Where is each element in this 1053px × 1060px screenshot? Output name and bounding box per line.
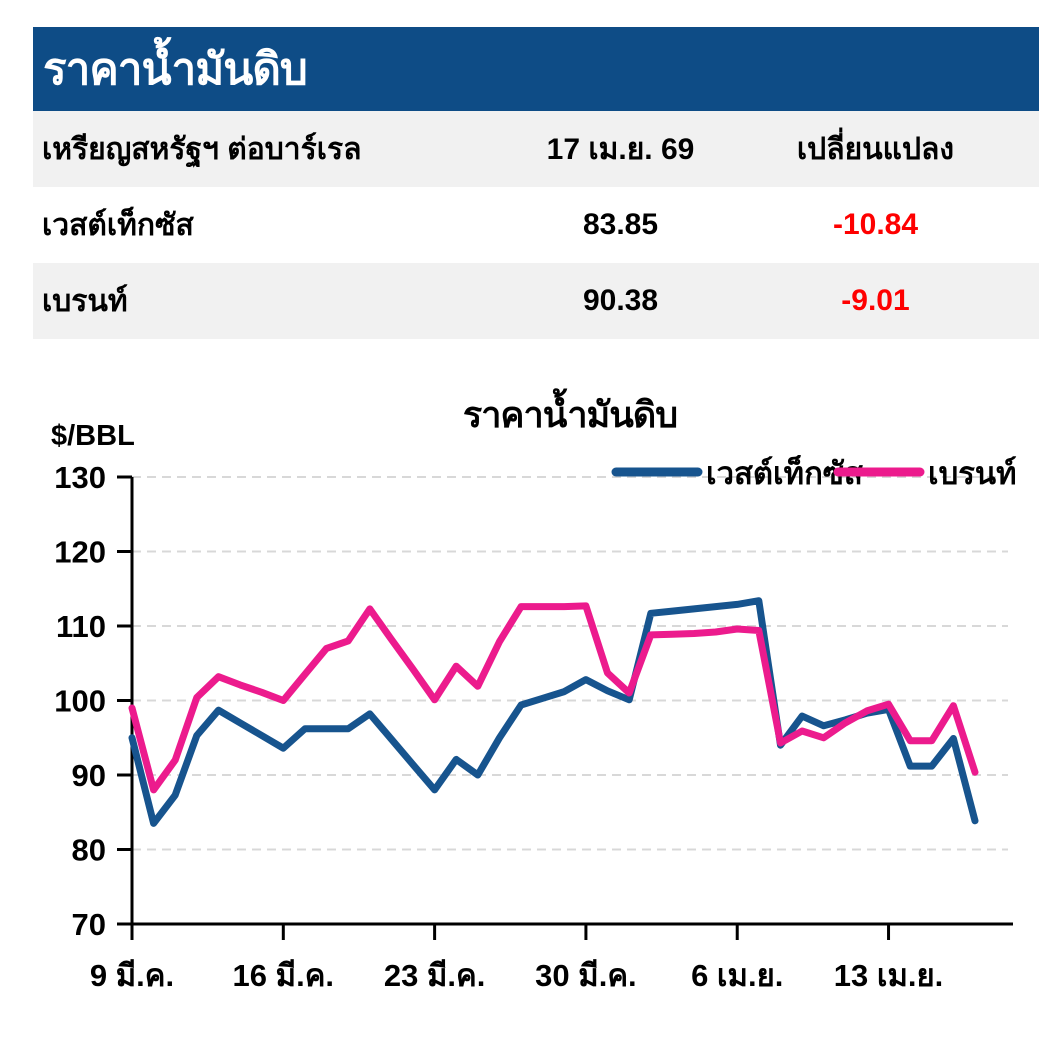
- series-line-west-texas: [128, 597, 979, 827]
- line-chart-canvas: 70 80 90 100 110 120 130 9 มี.ค. 16 มี.ค. 23 มี.ค…: [54, 454, 1017, 993]
- column-header-unit: เหรียญสหรัฐฯ ต่อบาร์เรล: [42, 132, 362, 166]
- change-value: -10.84: [832, 208, 919, 241]
- x-tick-label: 6 เม.ย.: [691, 958, 783, 993]
- change-value: -9.01: [841, 284, 910, 317]
- table-header-row: เหรียญสหรัฐฯ ต่อบาร์เรล 17 เม.ย. 69 เปลี…: [33, 111, 1039, 187]
- y-tick-label: 70: [72, 907, 106, 942]
- y-axis-unit-label: $/BBL: [51, 420, 135, 452]
- price-value: 90.38: [582, 284, 659, 317]
- price-value: 83.85: [582, 208, 659, 241]
- x-tick-label: 9 มี.ค.: [90, 958, 174, 993]
- y-tick-label: 100: [54, 684, 106, 719]
- y-tick-label: 80: [72, 833, 106, 868]
- legend-label: เบรนท์: [928, 456, 1017, 491]
- series-line-brent: [128, 602, 979, 794]
- x-tick-label: 30 มี.ค.: [535, 958, 637, 993]
- y-tick-label: 120: [54, 535, 106, 570]
- row-label: เวสต์เท็กซัส: [42, 208, 194, 242]
- column-header-change: เปลี่ยนแปลง: [796, 132, 955, 166]
- table-row-brent: เบรนท์ 90.38 -9.01: [33, 263, 1039, 339]
- column-header-date: 17 เม.ย. 69: [546, 132, 695, 166]
- y-tick-label: 110: [56, 609, 106, 644]
- x-tick-label: 13 เม.ย.: [834, 958, 944, 993]
- x-tick-label: 16 มี.ค.: [233, 958, 335, 993]
- table-row-west-texas: เวสต์เท็กซัส 83.85 -10.84: [33, 187, 1039, 263]
- chart-title: ราคาน้ำมันดิบ: [462, 394, 678, 435]
- panel-title: ราคาน้ำมันดิบ: [43, 45, 308, 94]
- row-label: เบรนท์: [42, 284, 128, 318]
- y-tick-label: 90: [72, 758, 106, 793]
- panel-header: ราคาน้ำมันดิบ: [33, 27, 1039, 111]
- price-table: เหรียญสหรัฐฯ ต่อบาร์เรล 17 เม.ย. 69 เปลี…: [33, 111, 1039, 339]
- y-tick-label: 130: [54, 460, 106, 495]
- x-tick-label: 23 มี.ค.: [384, 958, 486, 993]
